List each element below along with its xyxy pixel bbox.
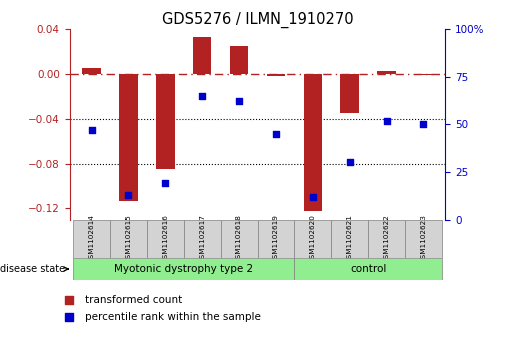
Text: GSM1102615: GSM1102615 [126,214,131,263]
Text: GSM1102617: GSM1102617 [199,214,205,263]
Bar [110,220,147,258]
Point [382,118,390,123]
Point [346,160,354,166]
Bar [258,220,295,258]
Point [235,98,243,105]
Point [125,192,133,198]
Text: GSM1102621: GSM1102621 [347,214,353,263]
Text: disease state: disease state [0,264,68,274]
Point [308,194,317,200]
Text: control: control [350,264,386,274]
Text: GSM1102618: GSM1102618 [236,214,242,263]
Point [65,314,73,320]
Bar [295,258,442,280]
Bar [331,220,368,258]
Bar [267,74,285,76]
Bar [414,74,433,75]
Text: GSM1102622: GSM1102622 [384,214,389,263]
Text: GSM1102619: GSM1102619 [273,214,279,263]
Bar [230,46,248,74]
Bar [73,220,110,258]
Point [65,297,73,303]
Bar [340,74,359,113]
Text: GSM1102616: GSM1102616 [162,214,168,263]
Bar [303,74,322,211]
Bar [184,220,220,258]
Bar [405,220,442,258]
Text: GSM1102623: GSM1102623 [420,214,426,263]
Text: Myotonic dystrophy type 2: Myotonic dystrophy type 2 [114,264,253,274]
Bar [220,220,258,258]
Text: percentile rank within the sample: percentile rank within the sample [85,312,261,322]
Point [88,127,96,133]
Bar [368,220,405,258]
Bar [193,37,212,74]
Bar [377,70,396,74]
Bar [82,68,101,74]
Title: GDS5276 / ILMN_1910270: GDS5276 / ILMN_1910270 [162,12,353,28]
Bar [147,220,184,258]
Text: GSM1102614: GSM1102614 [89,214,95,263]
Text: GSM1102620: GSM1102620 [310,214,316,263]
Point [272,131,280,137]
Bar [295,220,331,258]
Point [161,180,169,186]
Bar [73,258,295,280]
Bar [156,74,175,169]
Bar [119,74,138,200]
Point [419,121,427,127]
Point [198,93,207,99]
Text: transformed count: transformed count [85,295,182,305]
